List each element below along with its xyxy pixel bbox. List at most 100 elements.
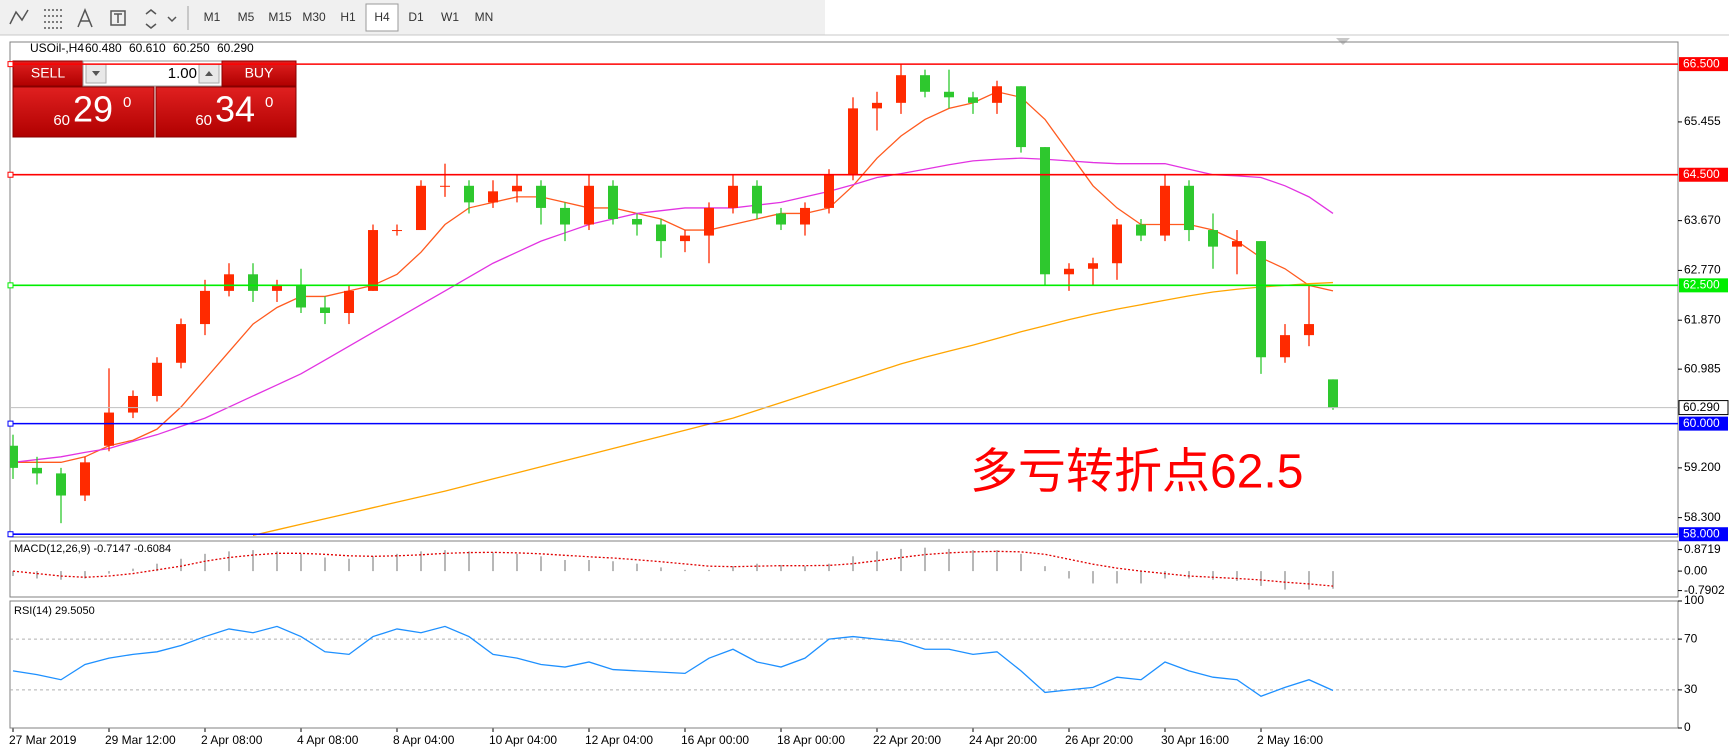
candle-body <box>944 91 954 98</box>
lot-value[interactable]: 1.00 <box>168 65 197 82</box>
timeframe-button[interactable]: M15 <box>268 10 292 24</box>
icon-arrows[interactable] <box>145 9 177 29</box>
candle-body <box>872 102 882 109</box>
timeframe-bar: M1 M5 M15 M30 H1 H4 D1 W1 MN <box>204 3 494 32</box>
candle-body <box>296 285 306 308</box>
candle-body <box>1328 379 1338 408</box>
timeframe-button[interactable]: W1 <box>441 10 459 24</box>
level-tag <box>1679 278 1728 293</box>
candle-body <box>56 473 66 496</box>
buy-price-main: 34 <box>215 89 255 130</box>
icon-label[interactable] <box>110 10 126 26</box>
rsi-line <box>12 625 1334 697</box>
candle-body <box>152 362 162 396</box>
y-tick-label: 58.300 <box>1684 510 1721 524</box>
icon-text[interactable] <box>77 8 93 28</box>
candle-body <box>392 230 402 232</box>
level-tag <box>1679 527 1728 542</box>
candle-body <box>1232 241 1242 247</box>
candle-body <box>440 185 450 187</box>
indicator-label: MACD(12,26,9) -0.7147 -0.6084 <box>14 543 171 555</box>
candle-body <box>776 213 786 225</box>
level-label: 62.500 <box>1683 278 1720 292</box>
candle-body <box>344 290 354 314</box>
timeframe-button[interactable]: H4 <box>374 10 390 24</box>
up-arrow <box>205 71 213 76</box>
x-tick-label: 27 Mar 2019 <box>9 733 77 747</box>
candle-body <box>368 230 378 291</box>
panel-line: 100 70 30 0 RSI(14) 29.5050 <box>9 593 1704 734</box>
candle-body <box>800 207 810 225</box>
candle-body <box>104 412 114 446</box>
moving-average <box>13 91 1334 463</box>
candle-body <box>704 207 714 236</box>
timeframe-active <box>365 3 399 32</box>
candle-body <box>10 445 18 468</box>
annotation: 多亏转折点62.5 <box>970 446 1303 499</box>
moving-average <box>12 157 1334 463</box>
timeframe-button[interactable]: M1 <box>204 10 221 24</box>
candle-body <box>632 218 642 225</box>
y-tick-label: 63.670 <box>1684 213 1721 227</box>
x-tick-label: 29 Mar 12:00 <box>105 733 176 747</box>
panel-candlestick: 58.300 59.200 60.985 61.870 62.770 63.670 65.4… <box>7 41 1729 542</box>
y-tick-label: 0.8719 <box>1684 542 1721 556</box>
level-tag <box>1679 57 1728 72</box>
x-tick-label: 22 Apr 20:00 <box>873 733 941 747</box>
candle-body <box>248 274 258 291</box>
icon-chart[interactable] <box>9 9 29 25</box>
candle-body <box>656 224 666 242</box>
timeframe-button[interactable]: H1 <box>340 10 356 24</box>
header-ohlc: 60.290 <box>217 41 254 55</box>
level-tag <box>1679 416 1728 431</box>
x-tick-label: 26 Apr 20:00 <box>1065 733 1133 747</box>
level-handle <box>7 420 14 427</box>
candle-body <box>224 274 234 291</box>
candle-body <box>80 462 90 496</box>
timeframe-button[interactable]: MN <box>475 10 494 24</box>
timeframe-button[interactable]: M30 <box>302 10 326 24</box>
candle-body <box>1136 224 1146 236</box>
candle-body <box>728 185 738 208</box>
candle-body <box>680 235 690 242</box>
candle-body <box>824 174 834 208</box>
candle-body <box>1160 185 1170 236</box>
y-tick-label: 60.985 <box>1684 361 1721 375</box>
candle-body <box>1256 241 1266 358</box>
y-tick-label: 100 <box>1684 593 1704 607</box>
candle-body <box>1040 147 1050 275</box>
candle-body <box>968 97 978 103</box>
candle-body <box>896 75 906 103</box>
level-tag <box>1679 167 1728 182</box>
timeframe-button[interactable]: D1 <box>408 10 424 24</box>
toolbar <box>0 0 825 35</box>
y-tick-label: 61.870 <box>1684 312 1721 326</box>
candle-body <box>1088 263 1098 269</box>
candle-body <box>272 285 282 291</box>
panel-macd: 0.8719 0.00 -0.7902 MACD(12,26,9) -0.7147 -… <box>9 540 1725 598</box>
sell-price-box[interactable] <box>12 86 155 138</box>
icon-fibo[interactable] <box>44 9 62 29</box>
y-tick-label: 59.200 <box>1684 460 1721 474</box>
level-handle <box>7 171 14 178</box>
panel-frame <box>9 600 1679 729</box>
y-tick-label: 70 <box>1684 631 1698 645</box>
candle-body <box>1280 335 1290 358</box>
x-tick-label: 12 Apr 04:00 <box>585 733 653 747</box>
timeframe-button[interactable]: M5 <box>238 10 255 24</box>
buy-label[interactable]: BUY <box>245 65 274 81</box>
candle-body <box>584 185 594 225</box>
candle-body <box>320 307 330 314</box>
panel-frame <box>9 41 1679 538</box>
buy-price-box[interactable] <box>155 86 297 138</box>
x-tick-label: 30 Apr 16:00 <box>1161 733 1229 747</box>
panel-frame <box>9 540 1679 598</box>
level-label: 64.500 <box>1683 167 1720 181</box>
current-price-label: 60.290 <box>1683 400 1720 414</box>
buy-button[interactable] <box>221 60 297 87</box>
trade-panel: SELL 1.00 BUY 60 29 0 60 34 0 <box>12 60 297 138</box>
sell-button[interactable] <box>12 60 84 87</box>
sell-label[interactable]: SELL <box>31 65 65 81</box>
y-tick-label: 62.770 <box>1684 263 1721 277</box>
